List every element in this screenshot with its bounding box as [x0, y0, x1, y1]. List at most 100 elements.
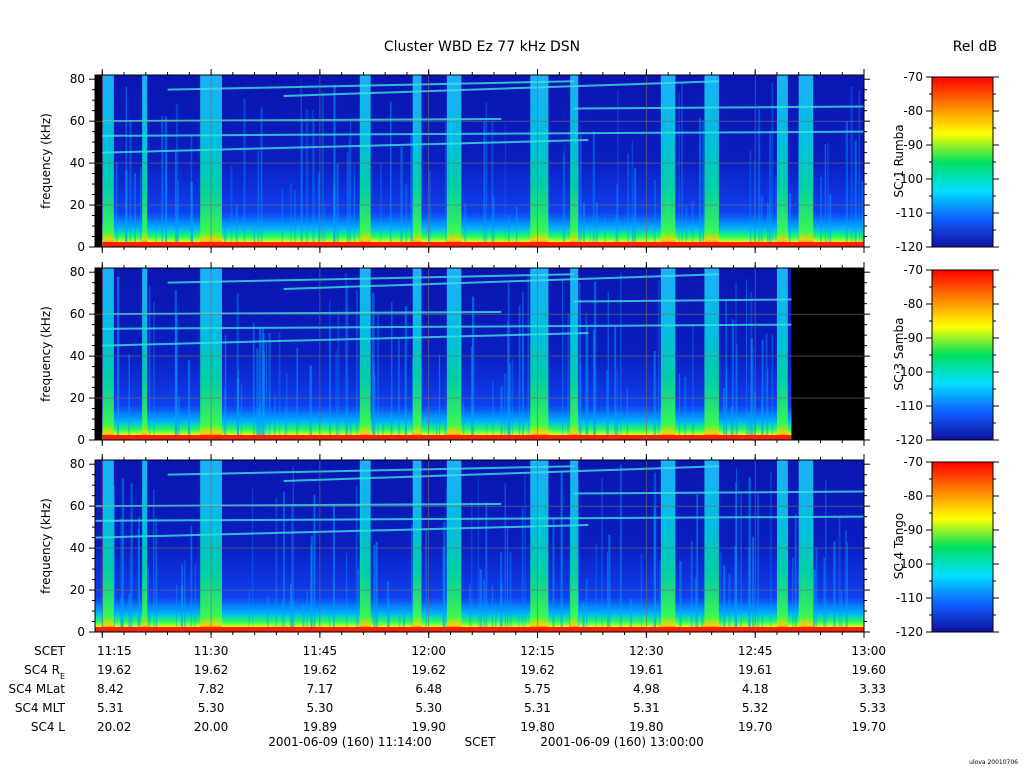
spectral-streak [305, 109, 309, 244]
emission-line [94, 515, 865, 522]
spectral-streak [507, 283, 510, 437]
spectral-streak [313, 118, 315, 244]
spectral-streak [255, 415, 258, 437]
spectral-streak [333, 85, 336, 245]
time-range-end: 2001-06-09 (160) 13:00:00 [540, 735, 704, 749]
spectral-streak [389, 101, 392, 244]
ephemeris-value: 5.75 [524, 682, 551, 696]
ephemeris-value: 6.48 [415, 682, 442, 696]
spectral-streak [577, 481, 579, 629]
spectral-streak [567, 313, 570, 437]
colorbar-tick-label: -120 [896, 240, 923, 254]
panel-frame [94, 267, 865, 441]
spectral-streak [301, 119, 303, 244]
low-frequency-band [95, 627, 864, 632]
spectral-streak [292, 601, 295, 629]
spectral-streak [187, 360, 191, 437]
spectral-streak [280, 600, 283, 629]
y-tick-label: 40 [70, 349, 85, 363]
spectral-streak [224, 222, 227, 244]
spectral-streak [442, 521, 446, 629]
ephemeris-value: 12:00 [411, 644, 446, 658]
y-tick-label: 80 [70, 265, 85, 279]
spectral-streak [252, 322, 255, 437]
spectral-streak [792, 557, 794, 629]
broadband-burst [412, 75, 422, 247]
spectrogram-panel: 0 20 40 60 80 frequency (kHz) SC 4 Tango -70 -80… [39, 454, 999, 639]
spectral-streak [348, 137, 350, 244]
spectral-streak [336, 409, 339, 437]
spectral-streak [332, 503, 335, 629]
ephemeris-value: 19.80 [520, 720, 554, 734]
colorbar-tick-label: -120 [896, 433, 923, 447]
ephemeris-row-label: SC4 L [31, 720, 65, 734]
spectral-streak [619, 464, 623, 629]
y-tick-label: 40 [70, 541, 85, 555]
colorbar-units: Rel dB [953, 39, 998, 55]
spectral-streak [749, 149, 752, 244]
spectral-streak [373, 544, 376, 629]
spectral-streak [562, 279, 564, 437]
spectral-streak [256, 348, 259, 437]
spectral-streak [578, 167, 580, 244]
spectral-streak [248, 590, 250, 629]
broadband-burst [798, 75, 814, 247]
spectral-streak [349, 417, 352, 437]
spectral-streak [477, 475, 479, 629]
spectral-streak [177, 396, 181, 437]
spectral-streak [508, 363, 512, 437]
spectral-streak [309, 365, 312, 437]
broadband-burst [412, 460, 422, 632]
spectral-streak [115, 161, 118, 244]
spectrogram-panel: 0 20 40 60 80 frequency (kHz) SC 1 Rumba -70 -80… [39, 69, 999, 254]
spectral-streak [155, 517, 158, 629]
spectral-streak [335, 349, 337, 437]
broadband-burst [704, 75, 719, 247]
spectral-streak [404, 306, 408, 437]
spectral-streak [128, 593, 131, 629]
spectral-streak [479, 569, 482, 629]
colorbar-tick-label: -110 [896, 206, 923, 220]
emission-line [94, 524, 589, 539]
spectral-streak [723, 387, 725, 437]
ephemeris-value: 12:45 [738, 644, 773, 658]
broadband-burst [660, 75, 676, 247]
spectral-streak [464, 202, 467, 244]
spectral-streak [397, 338, 400, 437]
spectral-streak [748, 548, 751, 629]
spectral-streak [771, 334, 773, 437]
spectral-streak [678, 373, 681, 437]
emission-line [102, 323, 792, 330]
spectral-streak [263, 333, 265, 437]
spectral-streak [845, 530, 847, 629]
ephemeris-value: 5.30 [415, 701, 442, 715]
spectral-streak [313, 494, 316, 629]
spectral-streak [129, 557, 131, 629]
spectral-streak [137, 528, 140, 629]
low-frequency-band [102, 242, 865, 247]
spectral-streak [629, 598, 633, 629]
spectral-streak [608, 534, 611, 629]
spectral-streak [312, 109, 314, 244]
spectral-streak [734, 545, 737, 629]
spectral-streak [471, 296, 475, 437]
spectral-streak [180, 585, 183, 629]
spectral-streak [350, 119, 352, 244]
spectral-streak [390, 413, 392, 437]
colorbar-tick-label: -90 [903, 138, 923, 152]
spectral-streak [121, 478, 124, 629]
colorbar-tick-label: -90 [903, 523, 923, 537]
broadband-burst [446, 75, 462, 247]
y-tick-label: 20 [70, 391, 85, 405]
spectral-streak [329, 328, 332, 437]
spectral-streak [266, 596, 269, 629]
spectral-streak [176, 205, 178, 244]
ephemeris-value: 19.62 [194, 663, 228, 677]
spectral-streak [346, 284, 349, 437]
spectral-streak [353, 164, 355, 244]
emission-line [573, 105, 865, 110]
spectral-streak [577, 139, 580, 244]
spectral-streak [165, 155, 167, 244]
spectral-streak [355, 485, 358, 629]
